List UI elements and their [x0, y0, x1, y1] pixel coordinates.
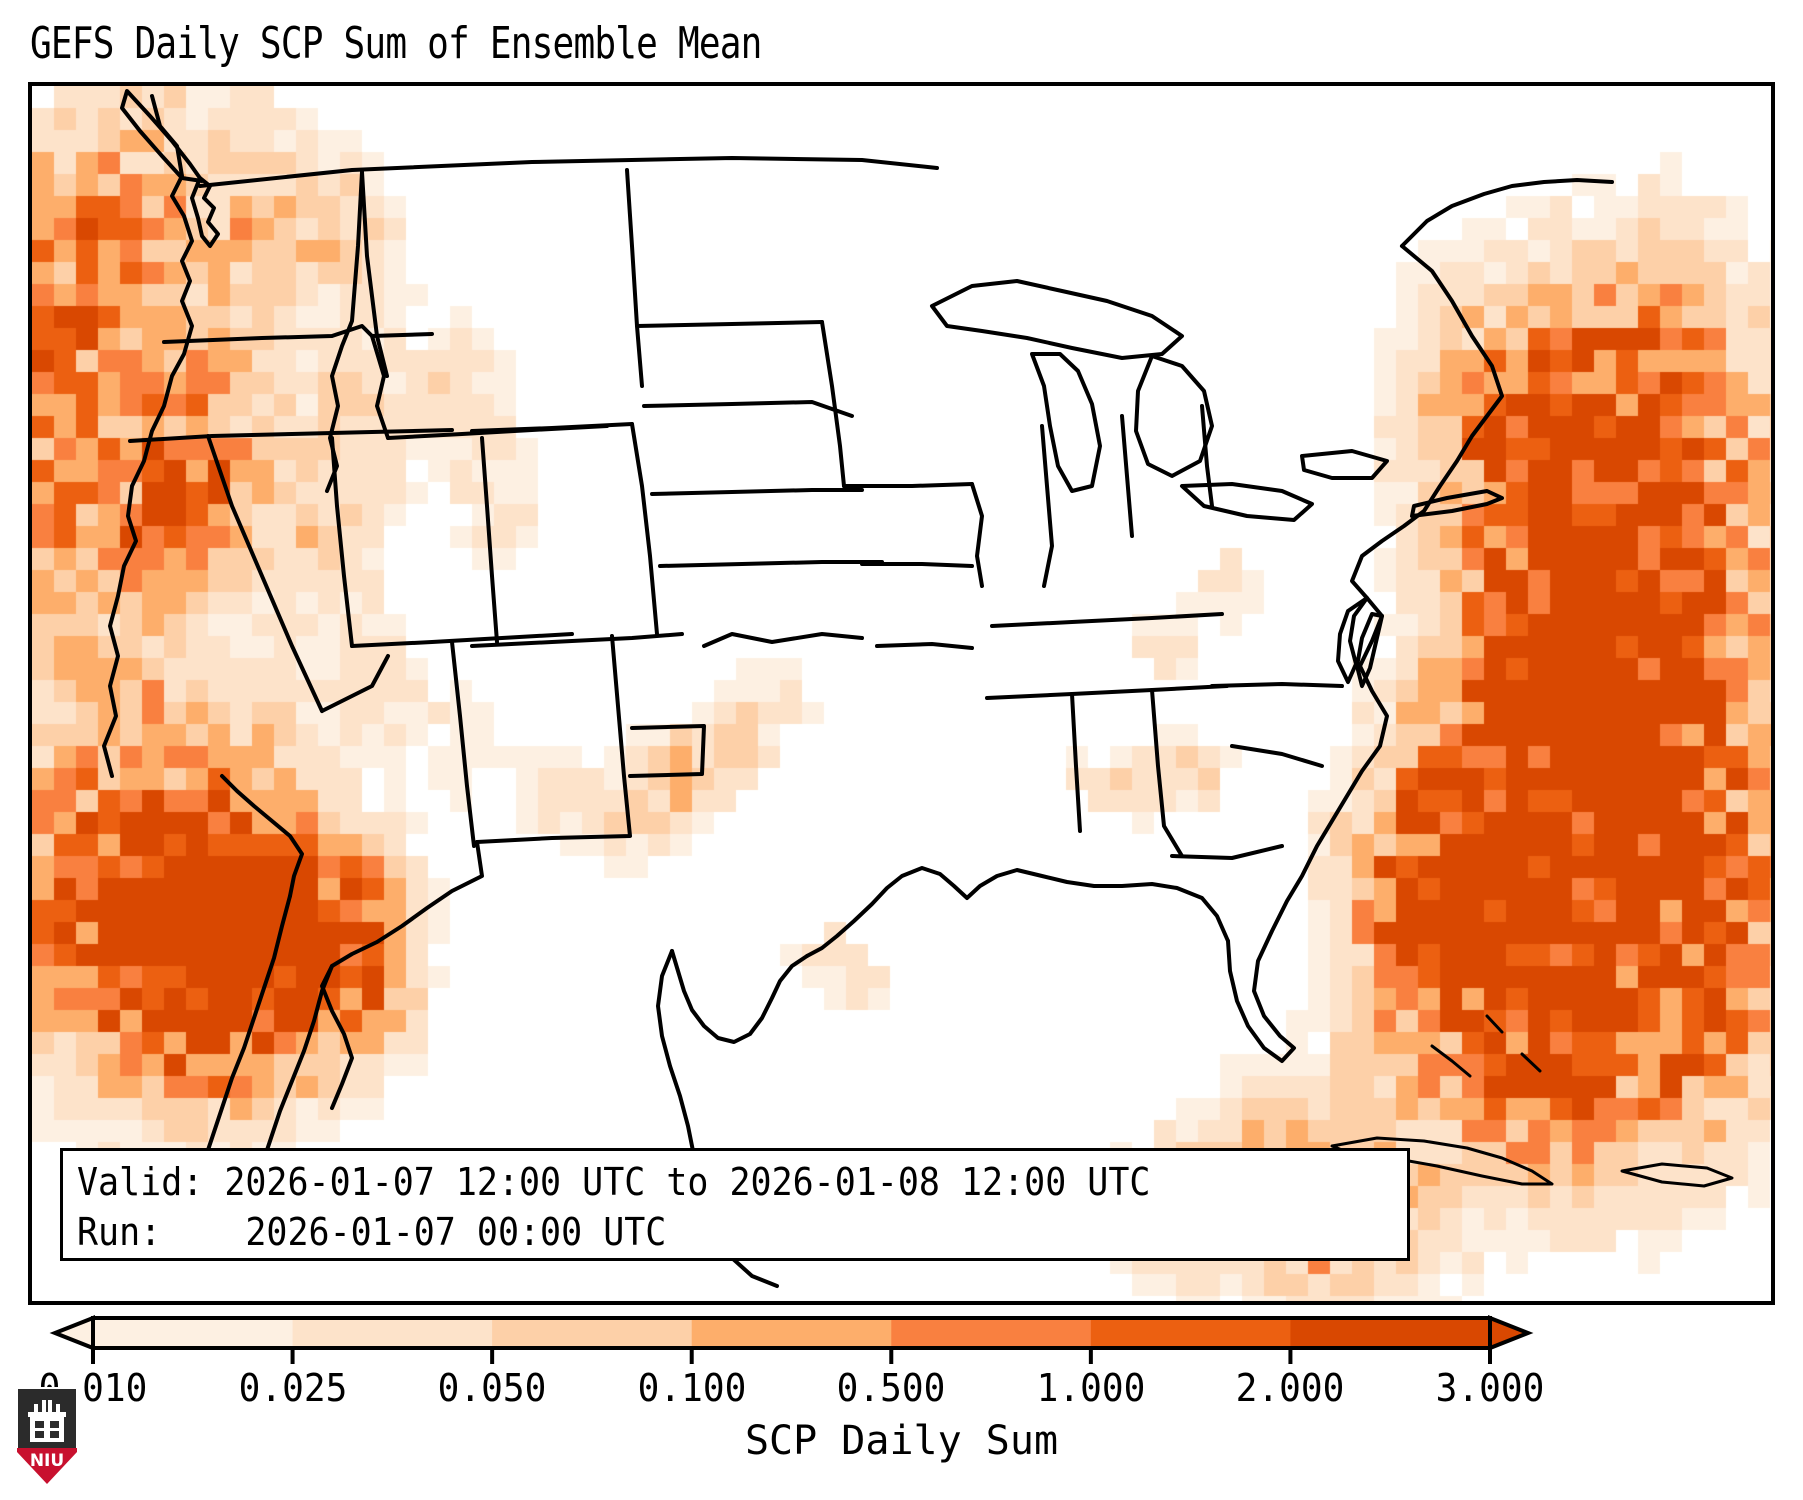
border-tn-ms-al-ga [985, 684, 1229, 700]
border-mo-ar [860, 562, 974, 568]
colorbar: 0.010 0.025 0.050 0.100 0.500 1.000 2.000 3.000 [0, 1310, 1803, 1410]
colorbar-tick-label-2: 0.050 [437, 1366, 547, 1410]
colorbar-extend-min [49, 1315, 95, 1351]
colorbar-extend-max [1488, 1315, 1534, 1351]
border-sd-ne [642, 400, 854, 418]
page-title: GEFS Daily SCP Sum of Ensemble Mean [30, 18, 762, 69]
border-az-nm [450, 640, 476, 848]
coastline-gulf-florida [805, 866, 1230, 958]
border-wy-co [470, 422, 634, 433]
border-mo-il [970, 482, 984, 588]
colorbar-tick-labels: 0.010 0.025 0.050 0.100 0.500 1.000 2.000 3.000 [0, 1358, 1803, 1418]
border-oh-pa-wv [1200, 404, 1214, 508]
coastline-lake-ontario [1300, 449, 1389, 480]
border-ks-ok [658, 560, 884, 568]
colorbar-tick-label-1: 0.025 [238, 1366, 347, 1410]
border-ut-co [480, 436, 499, 644]
coastline-pacific-northwest [102, 94, 194, 778]
niu-logo: NIU [16, 1387, 78, 1486]
border-mt-nd-sd [625, 168, 644, 388]
border-va-nc [1210, 682, 1344, 688]
border-ok-tx-panhandle [628, 724, 706, 778]
run-time-line: Run: 2026-01-07 00:00 UTC [77, 1210, 667, 1254]
border-nv-az [320, 654, 390, 713]
border-il-in [1040, 424, 1054, 588]
coastline-lake-superior [930, 279, 1184, 360]
colorbar-tick-label-5: 1.000 [1036, 1366, 1146, 1410]
coastline-chesapeake [1336, 596, 1369, 684]
niu-logo-text: NIU [30, 1451, 64, 1471]
colorbar-tick-label-3: 0.100 [637, 1366, 747, 1410]
coastline-hispaniola [1620, 1162, 1734, 1188]
colorbar-tick-label-6: 2.000 [1236, 1366, 1345, 1410]
border-us-canada-49 [198, 156, 939, 188]
coastline-vancouver-island [120, 89, 204, 183]
border-mn-wi-ia [820, 320, 846, 488]
coastline-lake-erie [1180, 482, 1314, 522]
geography-outlines-layer [102, 89, 1734, 1288]
colorbar-band-6 [1290, 1318, 1491, 1348]
border-us-mexico [320, 840, 484, 1110]
coastline-maine-quebec [1400, 178, 1614, 248]
colorbar-band-0 [93, 1318, 294, 1348]
border-nm-tx [475, 634, 632, 844]
colorbar-band-1 [292, 1318, 493, 1348]
border-or-id [370, 334, 390, 440]
colorbar-band-2 [492, 1318, 693, 1348]
colorbar-band-5 [1090, 1318, 1292, 1348]
border-ky-tn [990, 612, 1224, 628]
valid-time-line: Valid: 2026-01-07 12:00 UTC to 2026-01-0… [77, 1160, 1151, 1204]
border-nc-sc [1230, 744, 1324, 768]
border-mt-wy [360, 170, 389, 378]
info-box: Valid: 2026-01-07 12:00 UTC to 2026-01-0… [60, 1148, 1410, 1261]
map-panel [28, 82, 1775, 1305]
colorbar-band-4 [891, 1318, 1092, 1348]
border-ca-nv [206, 434, 324, 713]
coastline-bahamas [1430, 1014, 1542, 1078]
coastline-lake-michigan [1030, 352, 1102, 493]
coastline-northeast [1226, 244, 1504, 1063]
scp-heatmap-layer [32, 86, 1771, 1301]
colorbar-tick-label-4: 0.500 [836, 1366, 946, 1410]
border-wa-or [162, 324, 434, 344]
colorbar-tick-label-7: 3.000 [1435, 1366, 1545, 1410]
border-or-ca-nv [128, 428, 454, 443]
border-nv-ut [330, 436, 354, 648]
border-in-oh [1120, 414, 1134, 538]
border-al-ga [1150, 688, 1184, 858]
border-co-ks-ne [630, 422, 659, 636]
colorbar-gradient [49, 1315, 1534, 1364]
coastline-puget-sound [190, 176, 220, 248]
border-nd-sd [635, 320, 824, 328]
border-ut-az [350, 632, 574, 648]
border-ar-la [875, 642, 974, 650]
colorbar-band-3 [691, 1318, 892, 1348]
border-ms-al [1070, 692, 1082, 833]
coastline-texas-gulf [670, 949, 809, 1044]
border-co-nm [470, 632, 684, 648]
coastline-long-island [1410, 489, 1504, 518]
border-ga-fl [1170, 844, 1284, 860]
coastline-lake-huron [1134, 354, 1214, 478]
coastline-socal [220, 774, 304, 898]
coastline-delmarva [1355, 612, 1384, 688]
border-ne-ks [650, 488, 864, 496]
border-ia-mo [842, 482, 974, 488]
border-ok-tx [702, 632, 864, 648]
colorbar-title: SCP Daily Sum [744, 1418, 1059, 1464]
